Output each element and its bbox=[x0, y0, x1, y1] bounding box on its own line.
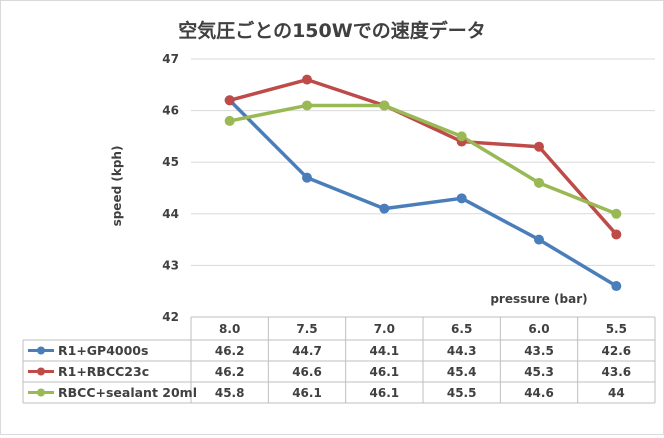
y-tick-label: 45 bbox=[162, 155, 179, 169]
x-tick-label: 7.0 bbox=[374, 322, 395, 336]
data-label: 46.1 bbox=[292, 386, 322, 400]
data-label: 42.6 bbox=[602, 344, 632, 358]
data-label: 44.6 bbox=[524, 386, 554, 400]
data-label: 45.3 bbox=[524, 365, 554, 379]
y-tick-label: 42 bbox=[162, 310, 179, 324]
data-label: 45.8 bbox=[215, 386, 245, 400]
data-label: 46.6 bbox=[292, 365, 322, 379]
y-tick-label: 46 bbox=[162, 104, 179, 118]
data-point bbox=[379, 203, 390, 214]
x-tick-label: 6.0 bbox=[528, 322, 549, 336]
data-label: 45.4 bbox=[447, 365, 477, 379]
legend-key-marker bbox=[37, 367, 45, 376]
data-label: 44.7 bbox=[292, 344, 322, 358]
y-tick-label: 47 bbox=[162, 52, 179, 66]
gridlines bbox=[191, 58, 655, 266]
series-points bbox=[224, 74, 622, 292]
data-point bbox=[456, 193, 467, 204]
data-point bbox=[534, 177, 544, 188]
data-point bbox=[224, 115, 235, 126]
y-axis-label: speed (kph) bbox=[110, 146, 124, 227]
data-point bbox=[611, 208, 622, 219]
x-tick-label: 6.5 bbox=[451, 322, 472, 336]
data-point bbox=[224, 95, 235, 106]
data-label: 46.2 bbox=[215, 344, 245, 358]
x-axis-label: pressure (bar) bbox=[490, 292, 587, 306]
series-line bbox=[229, 77, 618, 236]
y-tick-label: 44 bbox=[162, 207, 179, 221]
data-point bbox=[302, 74, 312, 85]
series-line bbox=[229, 103, 617, 216]
series-line bbox=[228, 99, 618, 288]
x-tick-label: 7.5 bbox=[296, 322, 317, 336]
legend-entry: R1+RBCC23c bbox=[58, 364, 149, 379]
data-point bbox=[534, 234, 544, 245]
data-point bbox=[379, 100, 390, 111]
data-point bbox=[611, 229, 622, 240]
data-label: 43.5 bbox=[524, 344, 554, 358]
data-point bbox=[611, 281, 622, 292]
legend-key-marker bbox=[37, 388, 45, 397]
data-point bbox=[534, 141, 544, 152]
data-label: 44.1 bbox=[370, 344, 400, 358]
y-tick-label: 43 bbox=[162, 258, 179, 272]
legend-entry: RBCC+sealant 20ml bbox=[58, 385, 197, 400]
data-label: 46.1 bbox=[370, 386, 400, 400]
data-point bbox=[456, 131, 467, 142]
legend-key-marker bbox=[37, 346, 45, 355]
data-label: 45.5 bbox=[447, 386, 477, 400]
x-tick-label: 5.5 bbox=[606, 322, 627, 336]
legend-entry: R1+GP4000s bbox=[58, 343, 148, 358]
data-label: 44.3 bbox=[447, 344, 477, 358]
data-label: 46.1 bbox=[370, 365, 400, 379]
data-point bbox=[302, 100, 312, 111]
data-label: 43.6 bbox=[602, 365, 632, 379]
data-table: 8.0 7.5 7.0 6.5 6.0 5.5 R1+GP4000s 46.2 44.7 44.1… bbox=[22, 316, 656, 404]
data-point bbox=[302, 172, 312, 183]
y-tick-labels: 42 43 44 45 46 47 bbox=[162, 52, 179, 324]
data-label: 46.2 bbox=[215, 365, 245, 379]
series-lines bbox=[228, 77, 618, 288]
data-label: 44 bbox=[608, 386, 625, 400]
x-tick-label: 8.0 bbox=[219, 322, 240, 336]
chart-title: 空気圧ごとの150Wでの速度データ bbox=[178, 19, 485, 42]
